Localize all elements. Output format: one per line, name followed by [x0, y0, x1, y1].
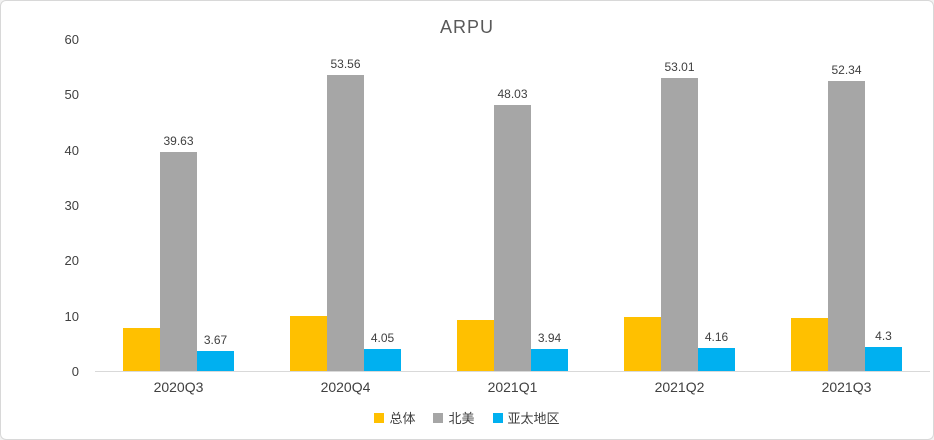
- bar-group: 53.56 4.05: [262, 40, 429, 371]
- x-tick-label: 2021Q2: [654, 379, 705, 395]
- bar: [123, 328, 160, 371]
- bar-value-label: 3.67: [203, 332, 228, 347]
- bar-value-label: 4.3: [875, 329, 892, 344]
- bar-slot: 4.3: [865, 40, 902, 371]
- bar-value-label: 52.34: [831, 63, 862, 78]
- bar-slot: [123, 40, 160, 371]
- x-tick-label: 2020Q3: [153, 379, 204, 395]
- y-axis: 0 10 20 30 40 50 60: [31, 32, 79, 379]
- y-tick-label: 30: [64, 198, 79, 213]
- bar-slot: 48.03: [494, 40, 531, 371]
- y-tick-label: 20: [64, 253, 79, 269]
- bar-group: 53.01 4.16: [596, 40, 763, 371]
- bar: [290, 315, 327, 371]
- legend-item: 亚太地区: [492, 408, 560, 427]
- bar-value-label: 3.94: [537, 331, 562, 346]
- y-tick-label: 60: [64, 32, 79, 47]
- bar-value-label: 4.05: [370, 330, 395, 345]
- bar-slot: [624, 40, 661, 371]
- bar-group: 48.03 3.94: [429, 40, 596, 371]
- chart-title: ARPU: [439, 17, 494, 37]
- bar-slot: 52.34: [828, 40, 865, 371]
- legend-item: 总体: [374, 408, 415, 427]
- bar: [197, 350, 234, 371]
- bar-slot: 4.16: [698, 40, 735, 371]
- bar: [828, 81, 865, 371]
- legend-swatch-icon: [492, 412, 503, 423]
- y-tick-label: 0: [71, 364, 79, 379]
- bar: [661, 77, 698, 371]
- plot-area: 39.63 3.67 53.56 4.05 48.03 3.94 53.01 4.16 52.3…: [95, 40, 930, 372]
- bar-value-label: 48.03: [497, 87, 528, 102]
- bar-slot: [457, 40, 494, 371]
- legend-label: 总体: [389, 411, 416, 426]
- bar: [327, 74, 364, 371]
- bar-slot: 53.56: [327, 40, 364, 371]
- bar: [494, 105, 531, 371]
- legend-swatch-icon: [374, 412, 385, 423]
- legend-label: 亚太地区: [507, 411, 560, 426]
- x-tick-label: 2021Q3: [821, 379, 872, 395]
- bar-value-label: 53.56: [330, 56, 361, 71]
- bar: [698, 347, 735, 371]
- bar-value-label: 39.63: [163, 133, 194, 148]
- legend-swatch-icon: [433, 412, 444, 423]
- bar-slot: 39.63: [160, 40, 197, 371]
- legend-item: 北美: [433, 408, 475, 427]
- bar: [531, 349, 568, 371]
- y-tick-label: 50: [64, 87, 79, 103]
- legend: 总体 北美 亚太地区: [1, 408, 933, 427]
- bar-slot: 4.05: [364, 40, 401, 371]
- bar-group: 39.63 3.67: [95, 40, 262, 371]
- bar-slot: 53.01: [661, 40, 698, 371]
- bar-slot: [290, 40, 327, 371]
- bar: [624, 316, 661, 371]
- x-tick-label: 2020Q4: [320, 379, 371, 395]
- bar-value-label: 53.01: [664, 59, 695, 74]
- bar: [457, 320, 494, 371]
- bar-slot: 3.67: [197, 40, 234, 371]
- bar: [791, 317, 828, 371]
- x-tick-label: 2021Q1: [487, 379, 538, 395]
- y-tick-label: 10: [64, 308, 79, 324]
- bar-slot: [791, 40, 828, 371]
- bar-slot: 3.94: [531, 40, 568, 371]
- bar-groups: 39.63 3.67 53.56 4.05 48.03 3.94 53.01 4.16 52.3…: [95, 40, 930, 371]
- bar-value-label: 4.16: [704, 329, 729, 344]
- bar: [160, 151, 197, 371]
- y-tick-label: 40: [64, 142, 79, 158]
- bar: [364, 348, 401, 371]
- x-axis: 2020Q3 2020Q4 2021Q1 2021Q2 2021Q3: [95, 379, 930, 399]
- bar: [865, 347, 902, 371]
- bar-group: 52.34 4.3: [763, 40, 930, 371]
- legend-label: 北美: [448, 411, 475, 426]
